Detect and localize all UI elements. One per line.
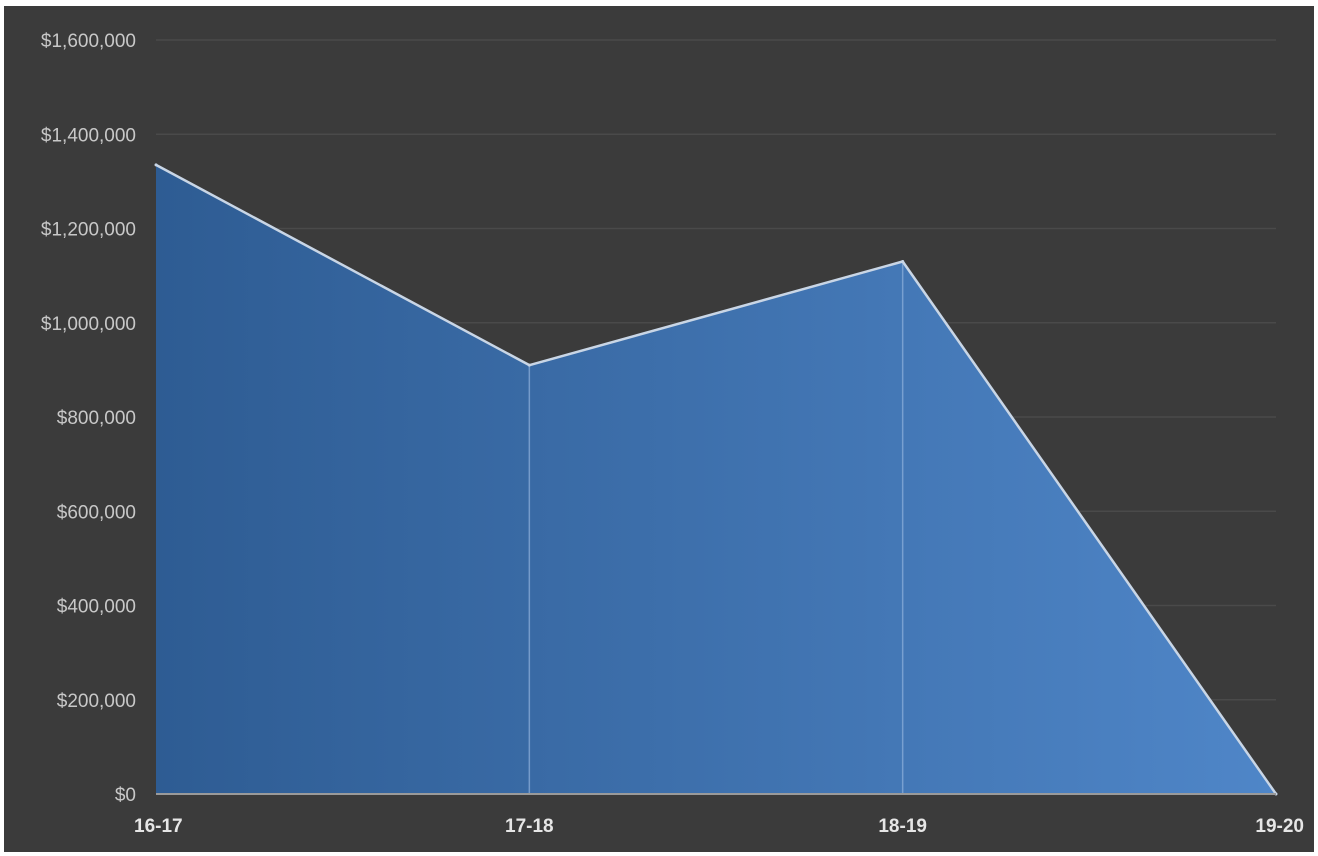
data-point: [527, 363, 531, 367]
x-tick-label: 17-18: [505, 816, 554, 837]
data-point: [154, 163, 158, 167]
y-tick-label: $400,000: [57, 597, 136, 618]
x-tick-label: 19-20: [1255, 816, 1304, 837]
area-fill: [156, 164, 1276, 795]
y-tick-label: $0: [115, 785, 136, 806]
chart-area: $0 $200,000 $400,000 $600,000 $800,000 $1,000…: [4, 6, 1314, 852]
y-tick-label: $1,400,000: [41, 125, 136, 146]
y-tick-label: $600,000: [57, 502, 136, 523]
y-tick-label: $1,000,000: [41, 314, 136, 335]
y-tick-label: $1,200,000: [41, 220, 136, 241]
y-tick-label: $800,000: [57, 408, 136, 429]
y-tick-label: $1,600,000: [41, 31, 136, 52]
y-tick-label: $200,000: [57, 691, 136, 712]
x-tick-label: 16-17: [134, 816, 183, 837]
x-axis-tick-labels: 16-17 17-18 18-19 19-20: [134, 816, 1304, 837]
area-chart: $0 $200,000 $400,000 $600,000 $800,000 $1,000…: [41, 31, 1304, 837]
x-tick-label: 18-19: [878, 816, 927, 837]
data-point: [901, 259, 905, 263]
series-area: [154, 163, 1278, 796]
series-line: [155, 163, 1278, 795]
y-axis-tick-labels: $0 $200,000 $400,000 $600,000 $800,000 $1,000…: [41, 31, 136, 806]
